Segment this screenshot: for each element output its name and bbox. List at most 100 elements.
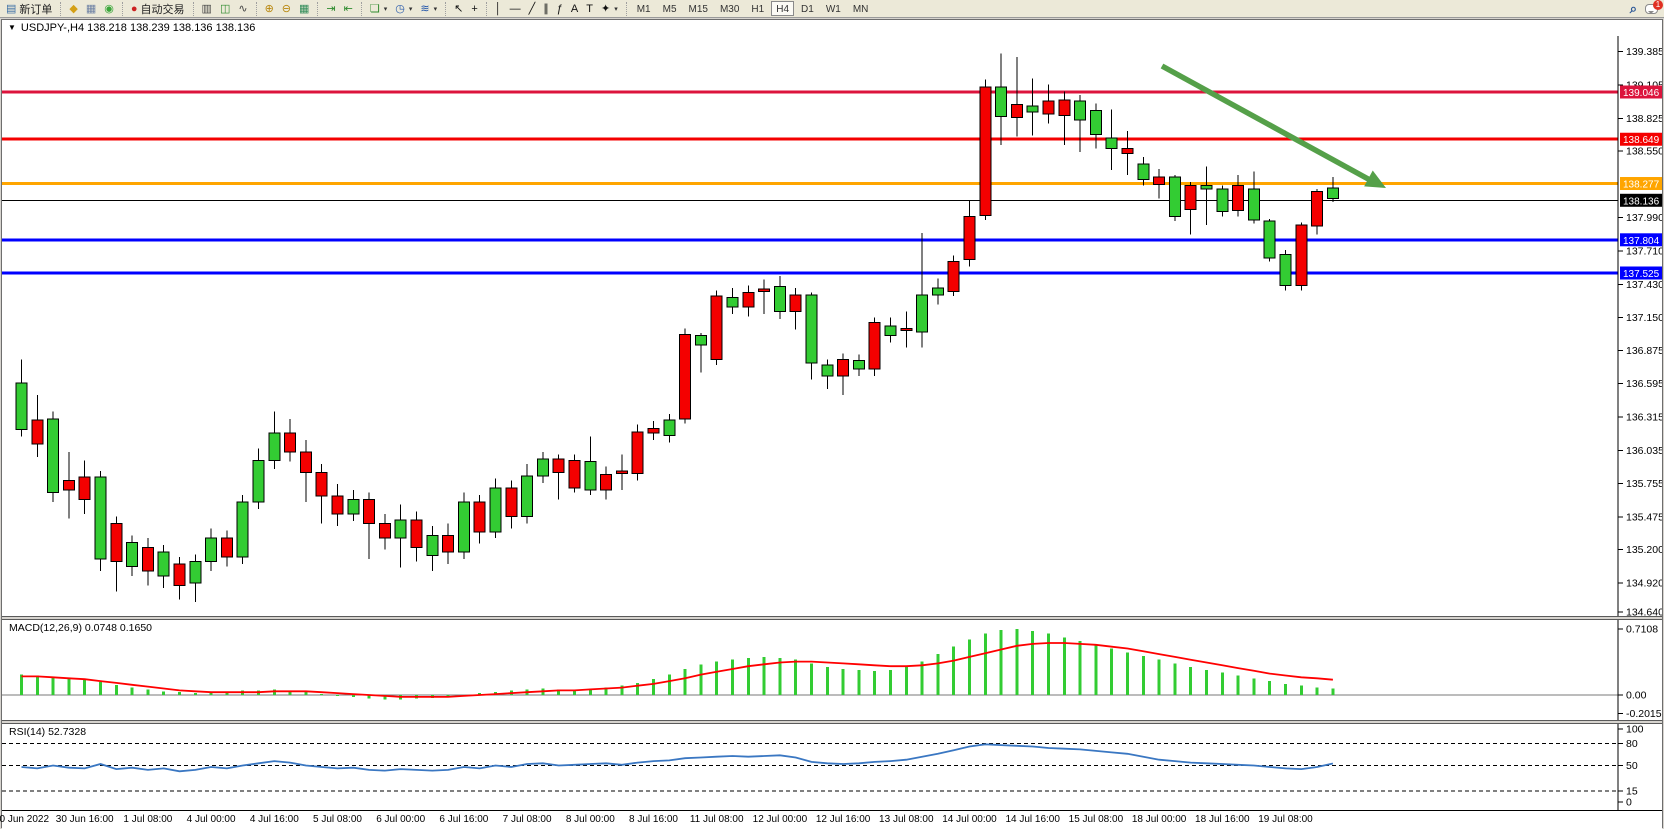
- candle-body: [1121, 148, 1134, 154]
- search-icon[interactable]: ⌕: [1629, 0, 1637, 16]
- time-axis-label: 19 Jul 08:00: [1258, 814, 1313, 825]
- notification-badge: 1: [1653, 0, 1663, 10]
- label-icon[interactable]: T: [582, 1, 597, 17]
- toolbar-separator: [360, 1, 362, 16]
- price-tick-label: 137.990: [1626, 212, 1662, 224]
- candle-body: [1168, 176, 1181, 217]
- candle-body: [1058, 99, 1071, 116]
- macd-axis[interactable]: 0.7108 0.00 -0.2015: [1617, 620, 1662, 720]
- price-chart[interactable]: 139.385139.105138.825138.550137.990137.7…: [2, 36, 1662, 616]
- chart-shift-icon: ⇤: [343, 2, 353, 15]
- crosshair-icon[interactable]: +: [467, 1, 481, 17]
- macd-panel[interactable]: 0.7108 0.00 -0.2015: [2, 620, 1662, 720]
- candle-body: [363, 499, 376, 524]
- candle-body: [410, 519, 423, 548]
- timeframe-button-m1[interactable]: M1: [636, 4, 651, 15]
- timeframe-button-m5[interactable]: M5: [662, 4, 677, 15]
- timeframe-button-w1[interactable]: W1: [825, 4, 841, 15]
- timeframe-button-h1[interactable]: H1: [751, 4, 765, 15]
- toolbar-right: ⌕ 1: [1629, 0, 1664, 17]
- rsi-axis[interactable]: 100 80 50 150: [1617, 724, 1644, 810]
- candle-body: [1089, 110, 1102, 135]
- toolbar-separator: [192, 1, 194, 16]
- chevron-down-icon[interactable]: ▾: [433, 5, 438, 13]
- new-order-button[interactable]: ▤ 新订单: [2, 1, 56, 17]
- crosshair-icon: +: [471, 2, 478, 15]
- time-axis-label: 14 Jul 00:00: [942, 814, 997, 825]
- vertical-line-icon[interactable]: │: [491, 1, 506, 17]
- horizontal-line-icon[interactable]: —: [506, 1, 525, 17]
- candle-body: [426, 534, 439, 557]
- price-tick-label: 135.755: [1626, 478, 1662, 490]
- timeframe-button-h4[interactable]: H4: [771, 1, 795, 16]
- price-tick-label: 134.640: [1626, 607, 1662, 617]
- timeframe-button-mn[interactable]: MN: [852, 4, 869, 15]
- candle-body: [852, 359, 865, 370]
- candle-body: [205, 537, 218, 563]
- rsi-tick-label: 50: [1626, 760, 1638, 772]
- zoom-in-icon: ⊕: [264, 2, 274, 15]
- toolbar-group: │ — ╱ ∥ ƒ A T ✦ ▾: [489, 1, 624, 17]
- candle-body: [947, 261, 960, 292]
- candle-body: [1247, 188, 1260, 221]
- price-level-badge-label: 137.525: [1623, 269, 1660, 280]
- text-icon[interactable]: A: [567, 1, 582, 17]
- timeframe-button-m15[interactable]: M15: [688, 4, 708, 15]
- chevron-down-icon[interactable]: ▾: [383, 5, 388, 13]
- candle-body: [995, 86, 1008, 118]
- arrows-icon[interactable]: ✦ ▾: [597, 1, 622, 17]
- indicators-icon[interactable]: ≋ ▾: [416, 1, 441, 17]
- candle-body: [315, 471, 328, 497]
- trendline-icon[interactable]: ╱: [525, 1, 540, 17]
- candle-body: [789, 294, 802, 313]
- panel-separator[interactable]: [2, 616, 1662, 620]
- period-clock-icon[interactable]: ◷ ▾: [391, 1, 416, 17]
- line-chart-icon: ∿: [238, 2, 248, 15]
- candle-body: [837, 358, 850, 377]
- rsi-line: [21, 743, 1334, 773]
- chart-dropdown-icon[interactable]: ▼: [8, 23, 16, 32]
- price-level-badge-label: 138.649: [1623, 135, 1660, 146]
- time-axis[interactable]: 30 Jun 2022 30 Jun 16:00 1 Jul 08:00 4 Jul …: [0, 810, 1662, 829]
- chevron-down-icon[interactable]: ▾: [614, 5, 618, 13]
- candle-body: [347, 499, 360, 515]
- signal-icon[interactable]: ◉: [100, 1, 118, 17]
- rsi-tick-label: 80: [1626, 738, 1638, 750]
- trend-arrow[interactable]: [1160, 63, 1386, 188]
- terminal-icon[interactable]: ▦: [82, 1, 100, 17]
- arrow-head: [1364, 170, 1386, 188]
- cursor-icon[interactable]: ↖: [450, 1, 467, 17]
- price-level-badge: [1620, 85, 1662, 99]
- panel-separator[interactable]: [2, 720, 1662, 724]
- line-chart-icon[interactable]: ∿: [234, 1, 251, 17]
- chart-shift-icon[interactable]: ⇤: [340, 1, 357, 17]
- auto-scroll-icon[interactable]: ⇥: [322, 1, 339, 17]
- zoom-out-icon[interactable]: ⊖: [278, 1, 295, 17]
- chevron-down-icon[interactable]: ▾: [408, 5, 413, 13]
- price-tick-label: 136.315: [1626, 411, 1662, 423]
- candle-body: [173, 563, 186, 586]
- fibonacci-icon[interactable]: ƒ: [553, 1, 567, 17]
- time-axis-label: 8 Jul 00:00: [565, 814, 615, 825]
- toolbar-button-label: 自动交易: [140, 3, 185, 16]
- tile-windows-icon[interactable]: ▦: [295, 1, 313, 17]
- macd-tick-label: 0.00: [1626, 690, 1647, 702]
- candle-body: [268, 432, 281, 461]
- bar-chart-icon[interactable]: ▥: [198, 1, 216, 17]
- indicators-icon: ≋: [420, 2, 430, 15]
- price-axis[interactable]: 139.385139.105138.825138.550137.990137.7…: [1617, 36, 1662, 617]
- profiles-icon[interactable]: ◆: [65, 1, 81, 17]
- new-chart-icon[interactable]: ❏ ▾: [366, 1, 391, 17]
- auto-trading-button[interactable]: ● 自动交易: [127, 1, 189, 17]
- time-axis-label: 18 Jul 00:00: [1131, 814, 1187, 825]
- candlestick-chart-icon[interactable]: ◫: [216, 1, 234, 17]
- price-tick-label: 136.035: [1626, 445, 1662, 457]
- zoom-in-icon[interactable]: ⊕: [261, 1, 278, 17]
- timeframe-button-m30[interactable]: M30: [719, 4, 740, 15]
- rsi-panel[interactable]: 100 80 50 150: [2, 724, 1662, 810]
- chat-icon[interactable]: 1: [1645, 0, 1663, 14]
- timeframe-button-d1[interactable]: D1: [801, 4, 814, 15]
- time-axis-label: 13 Jul 08:00: [879, 814, 934, 825]
- channel-icon[interactable]: ∥: [539, 1, 553, 17]
- price-tick-label: 137.150: [1626, 312, 1662, 324]
